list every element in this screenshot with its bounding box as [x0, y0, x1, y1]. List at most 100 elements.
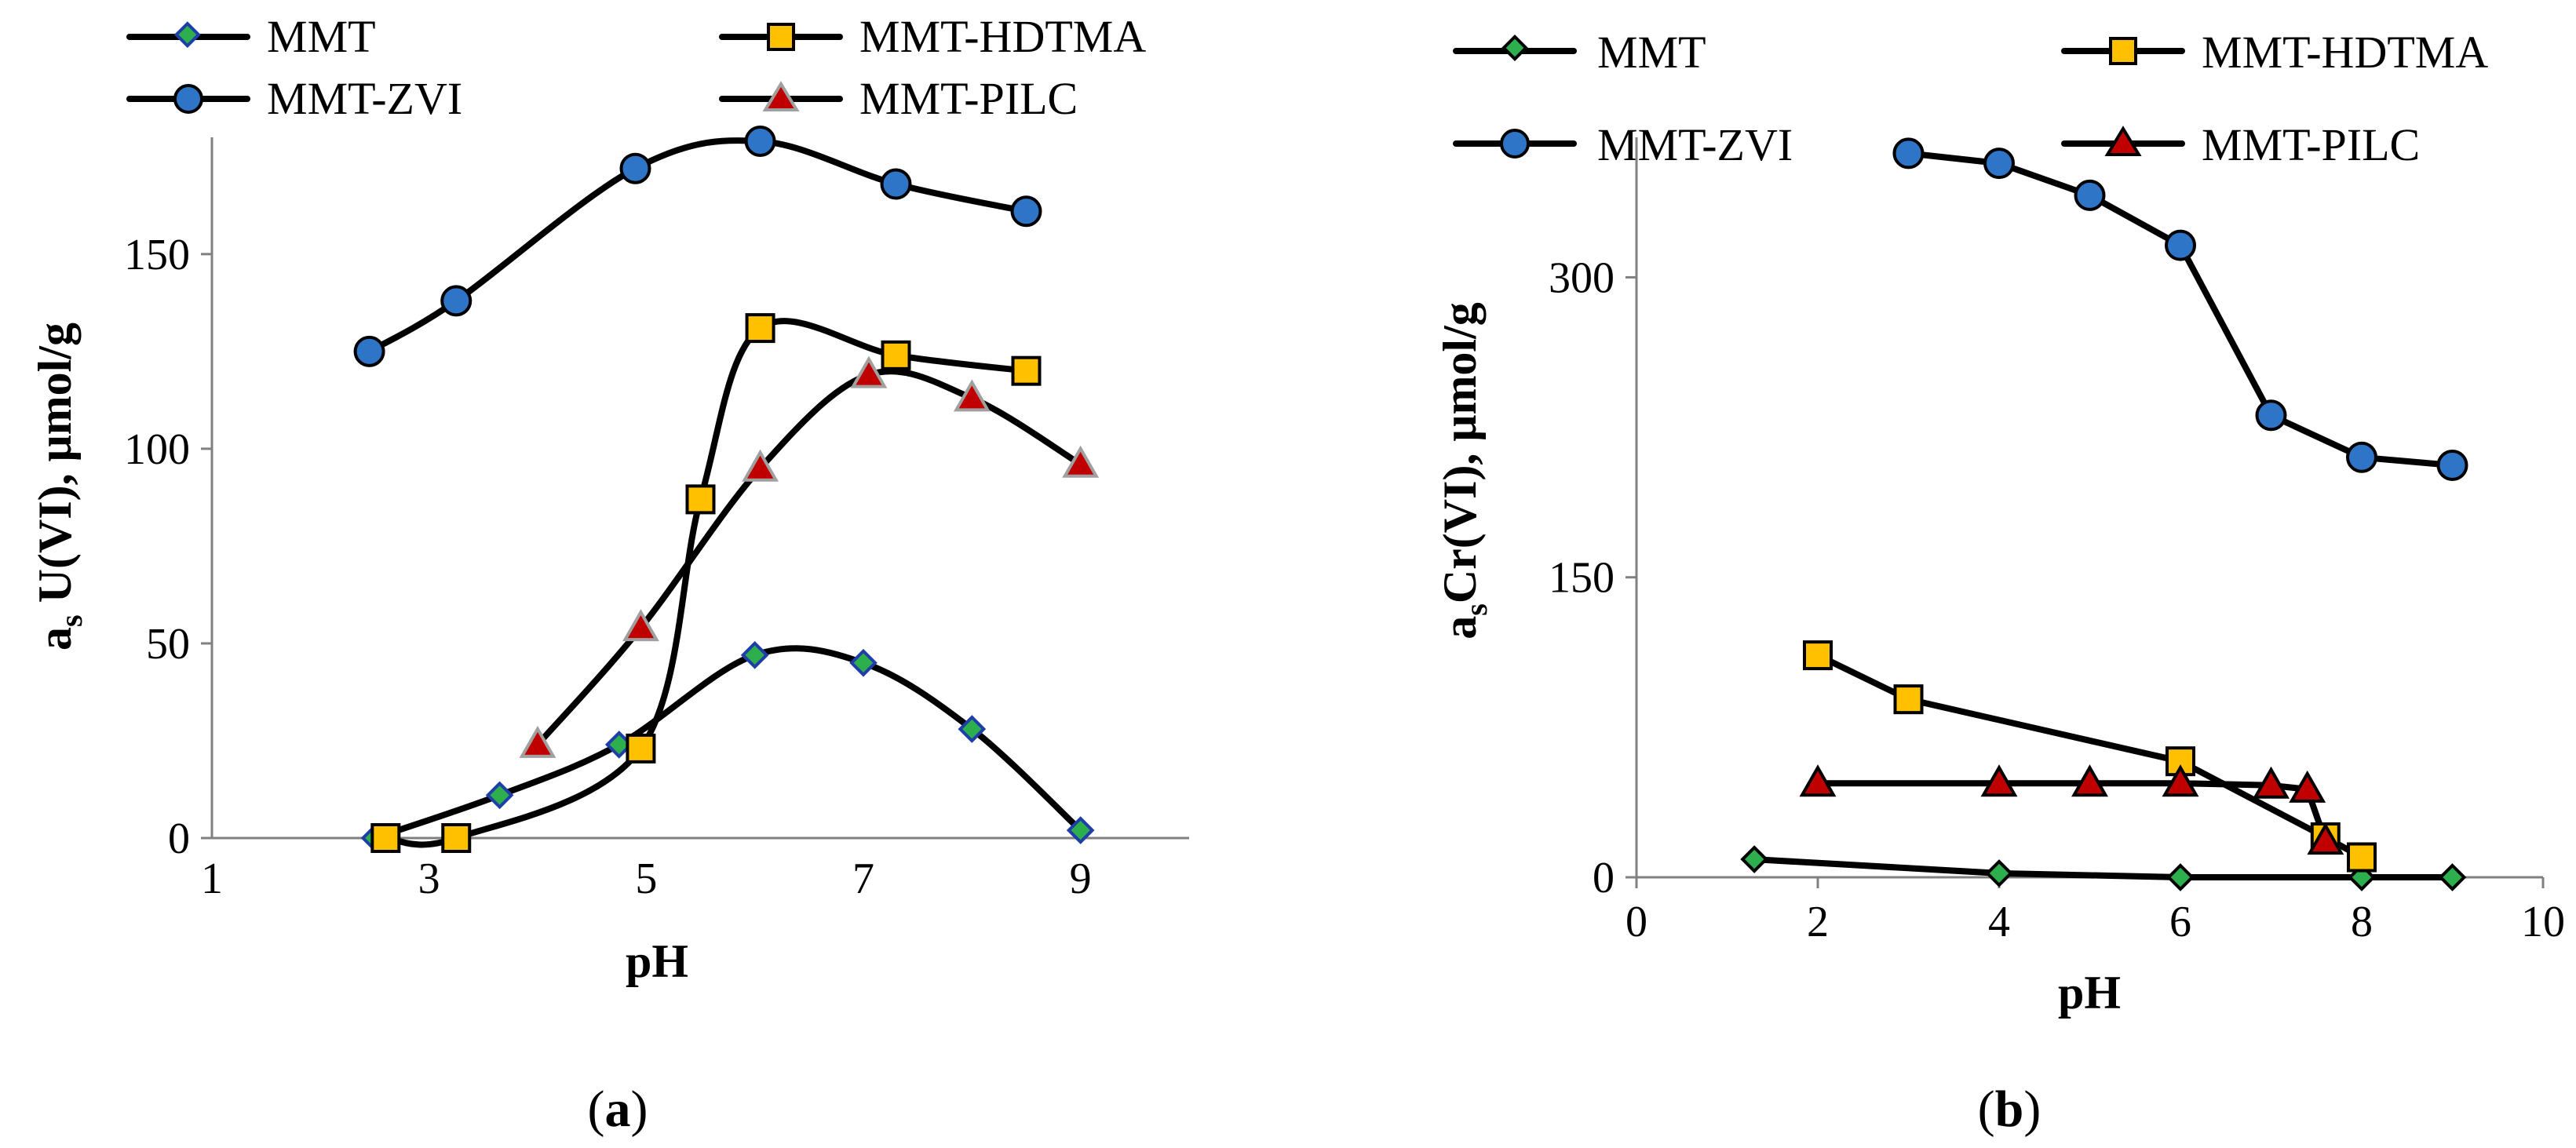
data-point-mmt-hdtma-a-1 — [441, 823, 472, 853]
data-point-mmt-pilc-b-1 — [1980, 764, 2018, 797]
data-point-mmt-pilc-b-4 — [2253, 766, 2290, 799]
panel-label-letter-b: b — [1995, 1081, 2024, 1138]
panel-label-letter-a: a — [605, 1081, 631, 1138]
y-tick-label-a-2: 100 — [124, 425, 190, 474]
panel-label-a: (a) — [588, 1081, 648, 1138]
chart-panel-a: MMT MMT-HDTMA MMT-ZVI MMT-PILC 1 3 5 7 90501… — [29, 11, 1189, 1138]
legend-item-mmt-hdtma-b: MMT-HDTMA — [2061, 27, 2488, 78]
data-point-mmt-zvi-a-3 — [744, 125, 776, 157]
legend-marker-mmt-a — [173, 21, 201, 49]
panel-label-close-a: ) — [631, 1081, 648, 1138]
data-point-mmt-zvi-b-0 — [1892, 137, 1925, 169]
panel-label-open-b: ( — [1978, 1081, 1995, 1138]
data-point-mmt-pilc-b-0 — [1799, 764, 1837, 797]
legend-label-mmt-hdtma-b: MMT-HDTMA — [2202, 27, 2488, 78]
x-tick-label-a-3: 7 — [852, 855, 874, 903]
legend-label-mmt-pilc-a: MMT-PILC — [859, 73, 1078, 124]
legend-item-mmt-zvi-b: MMT-ZVI — [1453, 119, 1793, 170]
y-axis-title-b: asCr(VI), μmol/g — [1434, 302, 1494, 640]
data-point-mmt-zvi-b-6 — [2436, 449, 2468, 481]
legend-label-mmt-b: MMT — [1597, 27, 1706, 78]
data-point-mmt-pilc-a-5 — [1062, 445, 1100, 478]
y-tick-label-a-3: 150 — [124, 231, 190, 279]
y-tick-label-b-2: 300 — [1549, 253, 1615, 302]
data-point-mmt-zvi-a-1 — [440, 285, 473, 317]
data-point-mmt-a-6 — [1066, 816, 1095, 844]
series-markers-b — [1740, 137, 2468, 891]
x-tick-label-a-2: 5 — [635, 855, 657, 903]
data-point-mmt-pilc-b-6 — [2307, 822, 2344, 855]
y-axis-title-prefix-a: a — [29, 627, 81, 651]
series-line-mmt-pilc-b — [1815, 780, 2329, 845]
x-tick-label-b-5: 10 — [2521, 898, 2565, 946]
legend-label-mmt-pilc-b: MMT-PILC — [2202, 119, 2420, 170]
legend-a: MMT MMT-HDTMA MMT-ZVI MMT-PILC — [126, 11, 1146, 124]
legend-marker-mmt-pilc-b — [2104, 126, 2142, 156]
legend-item-mmt-pilc-a: MMT-PILC — [719, 73, 1078, 124]
data-point-mmt-hdtma-a-0 — [370, 823, 401, 853]
data-point-mmt-pilc-a-2 — [742, 449, 779, 482]
x-axis-title-b: pH — [2058, 967, 2121, 1019]
data-point-mmt-b-1 — [1985, 859, 2013, 887]
x-tick-label-a-1: 3 — [418, 855, 440, 903]
panel-label-close-b: ) — [2023, 1081, 2041, 1138]
x-tick-label-b-3: 6 — [2169, 898, 2191, 946]
data-point-mmt-pilc-b-3 — [2162, 764, 2199, 797]
series-line-mmt-zvi-b — [1905, 150, 2456, 468]
y-tick-label-a-1: 50 — [146, 620, 190, 669]
x-tick-label-b-0: 0 — [1626, 898, 1647, 946]
y-axis-title-subscript-b: s — [1458, 603, 1494, 616]
y-axis-title-rest-b: Cr(VI), μmol/g — [1434, 302, 1486, 603]
series-line-mmt-pilc-a — [535, 368, 1084, 748]
data-point-mmt-zvi-b-1 — [1983, 148, 2015, 180]
data-point-mmt-zvi-b-2 — [2074, 179, 2106, 211]
legend-marker-mmt-pilc-a — [762, 81, 800, 111]
data-point-mmt-hdtma-b-1 — [1893, 684, 1924, 715]
data-point-mmt-zvi-b-4 — [2255, 399, 2287, 432]
data-point-mmt-zvi-a-4 — [880, 168, 912, 200]
data-point-mmt-pilc-a-3 — [850, 355, 888, 388]
data-point-mmt-hdtma-a-3 — [685, 484, 716, 515]
legend-item-mmt-hdtma-a: MMT-HDTMA — [719, 11, 1146, 62]
data-point-mmt-zvi-a-5 — [1010, 195, 1042, 228]
series-line-mmt-hdtma-a — [382, 318, 1030, 848]
data-point-mmt-a-3 — [740, 640, 769, 669]
legend-item-mmt-pilc-b: MMT-PILC — [2061, 119, 2420, 170]
data-point-mmt-zvi-a-2 — [619, 152, 651, 184]
series-group-a — [353, 125, 1100, 853]
data-point-mmt-b-2 — [2166, 863, 2195, 891]
x-tick-label-b-4: 8 — [2351, 898, 2373, 946]
x-axis-title-a: pH — [626, 935, 688, 987]
legend-marker-mmt-hdtma-b — [2109, 37, 2137, 65]
data-point-mmt-b-4 — [2438, 863, 2467, 891]
legend-marker-mmt-zvi-a — [173, 84, 203, 114]
legend-label-mmt-a: MMT — [267, 11, 376, 62]
legend-item-mmt-zvi-a: MMT-ZVI — [126, 73, 462, 124]
panel-label-open-a: ( — [588, 1081, 605, 1138]
y-tick-label-b-0: 0 — [1593, 854, 1615, 902]
legend-marker-mmt-hdtma-a — [767, 23, 795, 51]
data-point-mmt-a-1 — [485, 781, 514, 810]
data-point-mmt-zvi-b-5 — [2346, 441, 2377, 473]
y-axis-title-rest-a: U(VI), μmol/g — [29, 323, 81, 614]
data-point-mmt-pilc-b-2 — [2071, 764, 2108, 797]
data-point-mmt-pilc-b-5 — [2289, 770, 2326, 803]
data-point-mmt-zvi-a-0 — [353, 335, 385, 367]
legend-label-mmt-hdtma-a: MMT-HDTMA — [859, 11, 1146, 62]
data-point-mmt-pilc-a-0 — [519, 725, 556, 758]
y-tick-label-b-1: 150 — [1549, 554, 1615, 603]
legend-marker-mmt-zvi-b — [1500, 129, 1530, 159]
x-tick-label-a-4: 9 — [1070, 855, 1092, 903]
legend-item-mmt-a: MMT — [126, 11, 376, 62]
y-axis-title-prefix-b: a — [1434, 616, 1486, 640]
series-markers-a — [353, 125, 1100, 853]
data-point-mmt-hdtma-b-4 — [2347, 842, 2377, 873]
data-point-mmt-hdtma-b-0 — [1803, 640, 1833, 671]
data-point-mmt-pilc-a-1 — [622, 609, 659, 642]
series-lines-b — [1751, 150, 2456, 880]
legend-label-mmt-zvi-a: MMT-ZVI — [267, 73, 462, 124]
legend-marker-mmt-b — [1501, 35, 1528, 61]
series-group-b — [1740, 137, 2468, 891]
legend-b: MMT MMT-HDTMA MMT-ZVI MMT-PILC — [1453, 27, 2488, 170]
